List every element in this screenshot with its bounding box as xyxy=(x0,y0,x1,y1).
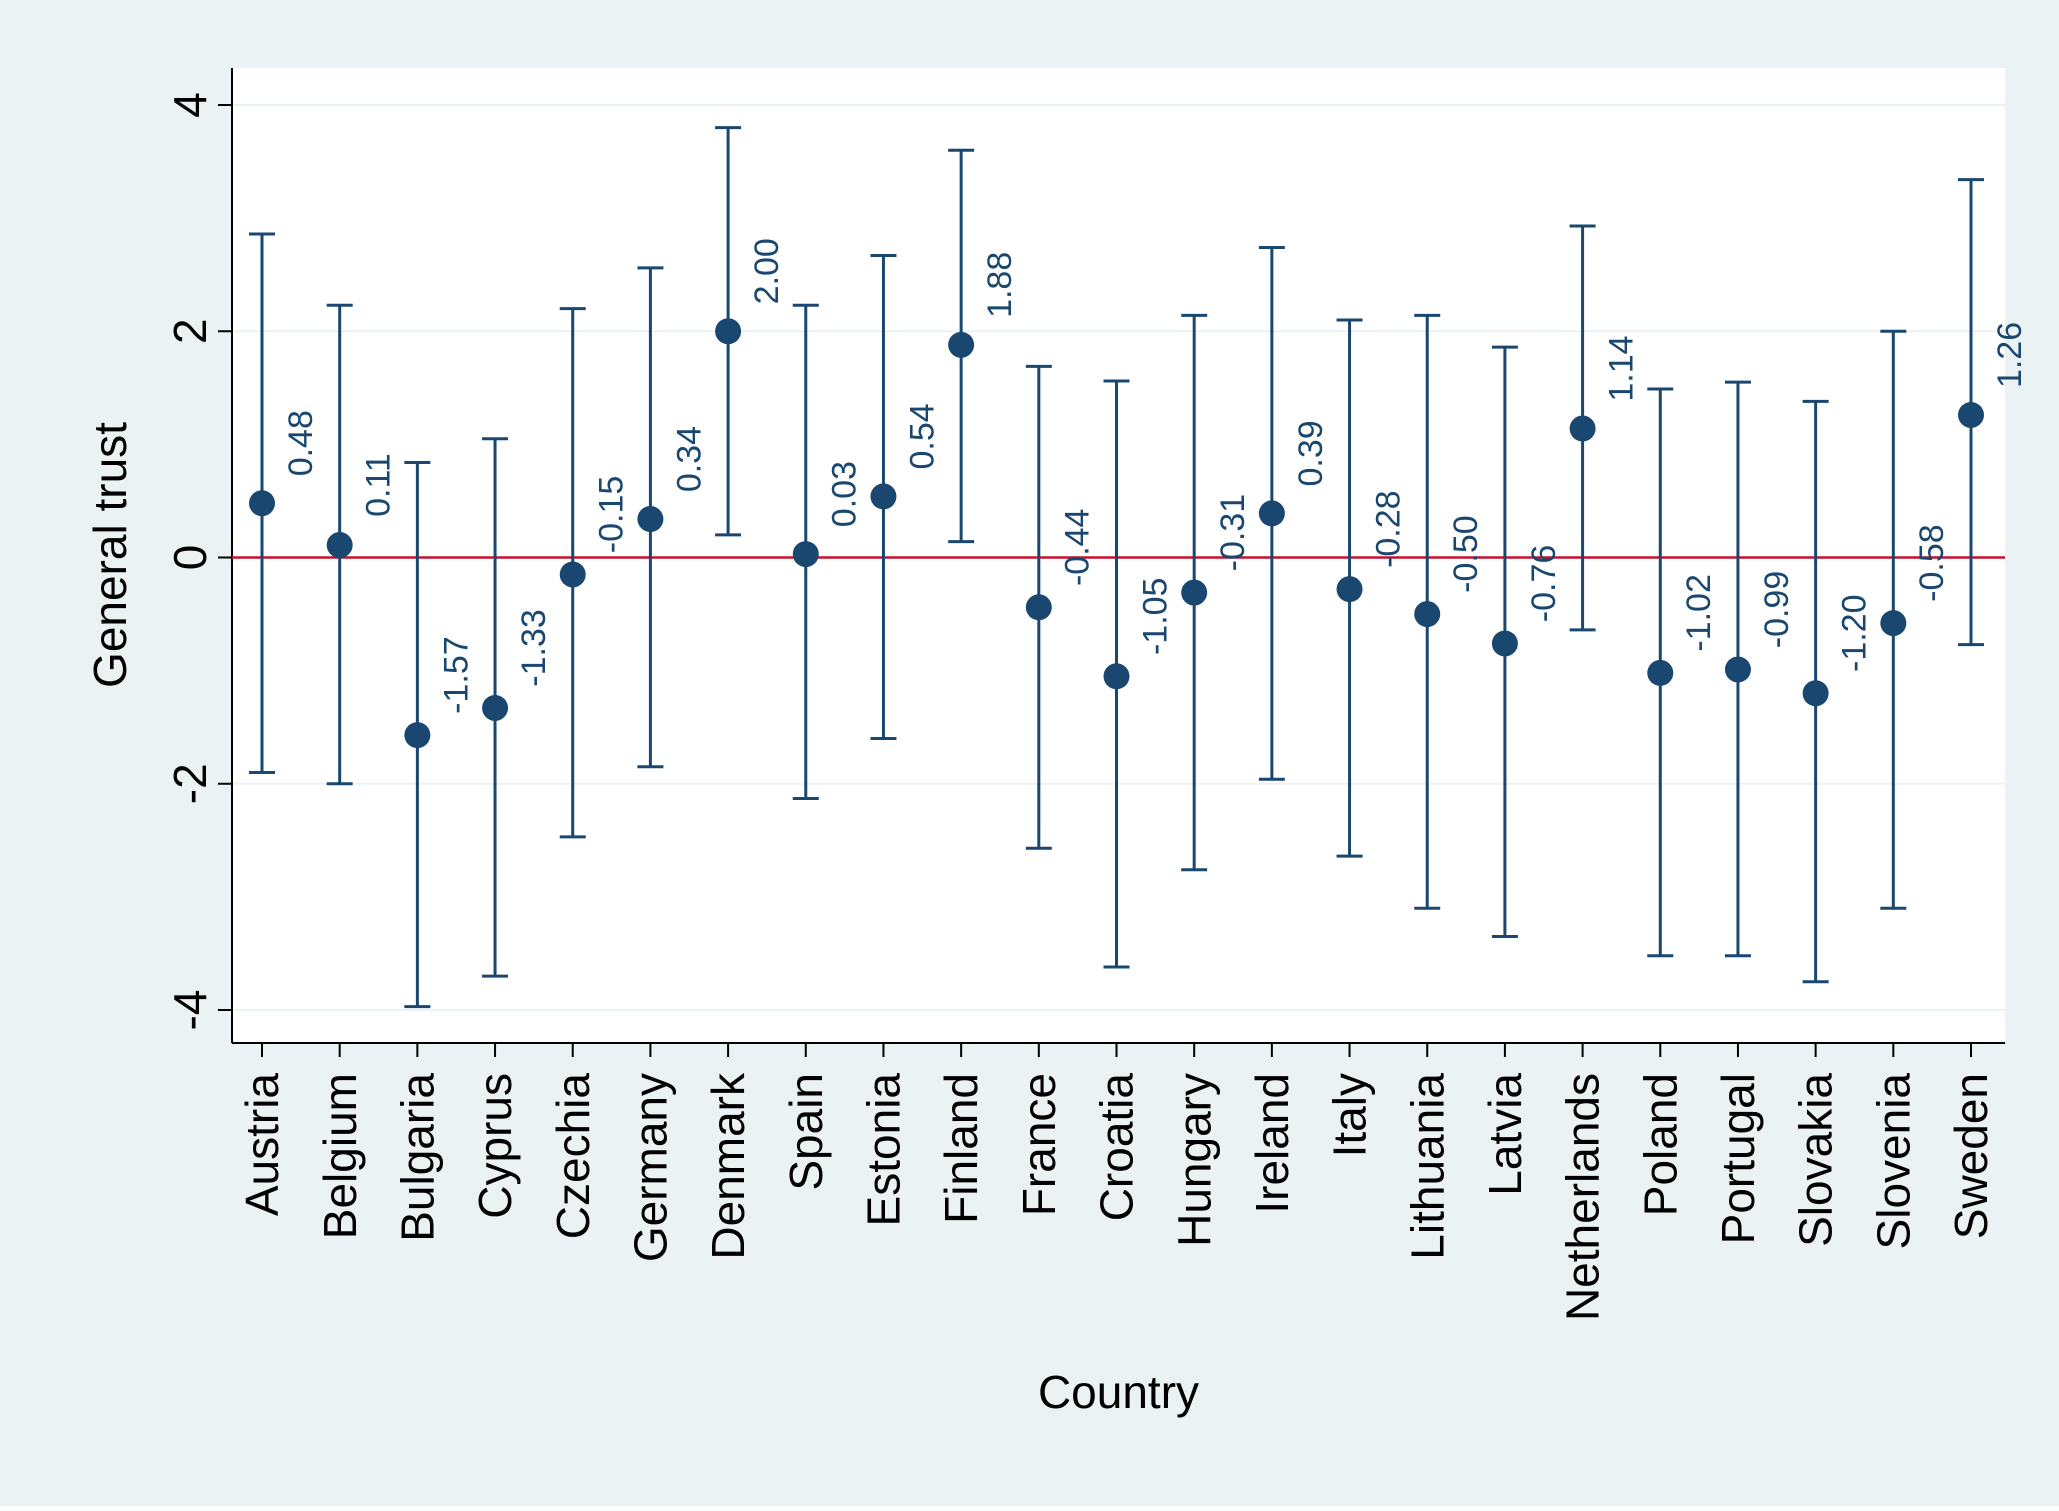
point-czechia xyxy=(559,561,586,588)
value-label-germany: 0.34 xyxy=(670,426,708,492)
value-label-poland: -1.02 xyxy=(1680,574,1718,652)
point-slovakia xyxy=(1802,680,1829,707)
gridlines xyxy=(232,104,2005,1011)
value-label-belgium: 0.11 xyxy=(360,453,398,517)
value-label-portugal: -0.99 xyxy=(1758,571,1796,649)
country-label-bulgaria: Bulgaria xyxy=(391,1073,443,1242)
country-label-sweden: Sweden xyxy=(1945,1073,1997,1239)
point-austria xyxy=(249,490,275,517)
value-label-bulgaria: -1.57 xyxy=(437,636,475,714)
value-label-sweden: 1.26 xyxy=(1991,322,2029,388)
value-label-finland: 1.88 xyxy=(981,252,1019,318)
point-latvia xyxy=(1491,630,1518,657)
point-croatia xyxy=(1103,663,1130,690)
point-bulgaria xyxy=(404,722,431,749)
country-label-latvia: Latvia xyxy=(1479,1073,1531,1196)
country-label-portugal: Portugal xyxy=(1712,1073,1764,1244)
point-cyprus xyxy=(482,694,509,721)
value-label-italy: -0.28 xyxy=(1369,490,1407,568)
value-label-hungary: -0.31 xyxy=(1214,494,1252,572)
value-label-france: -0.44 xyxy=(1059,509,1097,587)
point-denmark xyxy=(715,318,742,345)
x-axis: Austria Belgium Bulgaria Cyprus Czechia Germa… xyxy=(232,1042,2005,1321)
country-label-croatia: Croatia xyxy=(1091,1073,1143,1222)
country-label-italy: Italy xyxy=(1324,1073,1376,1157)
y-tick-label-2: 2 xyxy=(164,318,216,344)
country-label-cyprus: Cyprus xyxy=(469,1073,521,1219)
value-label-estonia: 0.54 xyxy=(903,403,941,469)
country-label-germany: Germany xyxy=(625,1073,677,1262)
value-label-croatia: -1.05 xyxy=(1136,578,1174,656)
value-label-denmark: 2.00 xyxy=(748,238,786,304)
point-estonia xyxy=(870,483,897,510)
country-label-belgium: Belgium xyxy=(314,1073,366,1239)
point-germany xyxy=(637,506,664,533)
point-netherlands xyxy=(1569,415,1596,442)
country-label-poland: Poland xyxy=(1634,1073,1686,1216)
value-labels: 0.48 0.11 -1.57 -1.33 -0.15 0.34 2.00 0.03 0.54 1… xyxy=(282,238,2029,714)
country-label-lithuania: Lithuania xyxy=(1401,1073,1453,1260)
value-label-spain: 0.03 xyxy=(826,461,864,527)
point-slovenia xyxy=(1880,610,1907,637)
country-label-czechia: Czechia xyxy=(547,1073,599,1240)
country-label-denmark: Denmark xyxy=(702,1072,754,1260)
country-label-estonia: Estonia xyxy=(858,1073,910,1227)
y-axis-title: General trust xyxy=(84,422,136,688)
value-label-slovakia: -1.20 xyxy=(1836,595,1874,673)
y-tick-label--4: -4 xyxy=(164,990,216,1031)
y-axis: -4 -2 0 2 4 xyxy=(164,68,233,1043)
country-label-austria: Austria xyxy=(236,1073,288,1217)
point-lithuania xyxy=(1414,601,1441,628)
country-label-slovenia: Slovenia xyxy=(1867,1073,1919,1250)
point-ireland xyxy=(1258,500,1285,527)
y-tick-label-4: 4 xyxy=(164,92,216,118)
value-label-latvia: -0.76 xyxy=(1525,545,1563,623)
point-belgium xyxy=(326,532,353,559)
country-label-spain: Spain xyxy=(780,1073,832,1191)
value-label-czechia: -0.15 xyxy=(593,476,631,554)
value-label-lithuania: -0.50 xyxy=(1447,515,1485,593)
value-label-austria: 0.48 xyxy=(282,410,320,476)
point-hungary xyxy=(1181,579,1208,606)
point-portugal xyxy=(1724,656,1751,683)
point-spain xyxy=(792,541,819,568)
value-label-netherlands: 1.14 xyxy=(1602,335,1640,401)
point-finland xyxy=(948,331,975,358)
y-tick-label--2: -2 xyxy=(164,763,216,804)
x-axis-title: Country xyxy=(1038,1366,1199,1418)
country-label-slovakia: Slovakia xyxy=(1790,1073,1842,1247)
point-sweden xyxy=(1958,401,1984,428)
country-label-ireland: Ireland xyxy=(1246,1073,1298,1214)
point-poland xyxy=(1647,659,1674,686)
point-italy xyxy=(1336,576,1363,603)
point-estimates xyxy=(249,318,1984,749)
y-tick-label-0: 0 xyxy=(164,545,216,571)
plot-area xyxy=(232,68,2005,1043)
value-label-cyprus: -1.33 xyxy=(515,609,553,687)
value-label-slovenia: -0.58 xyxy=(1913,524,1951,602)
country-label-france: France xyxy=(1013,1073,1065,1216)
country-label-hungary: Hungary xyxy=(1168,1073,1220,1247)
value-label-ireland: 0.39 xyxy=(1292,420,1330,486)
country-label-finland: Finland xyxy=(935,1073,987,1224)
point-france xyxy=(1025,594,1052,621)
country-label-netherlands: Netherlands xyxy=(1557,1073,1609,1321)
